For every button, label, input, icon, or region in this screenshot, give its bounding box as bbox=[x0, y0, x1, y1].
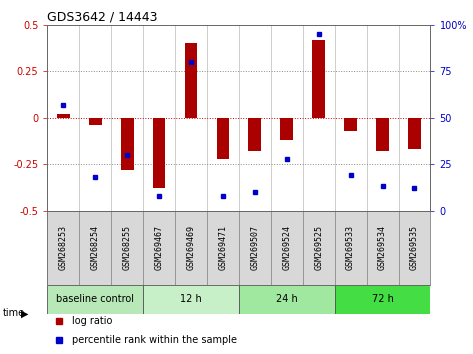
Bar bbox=[408, 118, 421, 149]
Bar bbox=[184, 43, 197, 118]
Bar bbox=[79, 211, 111, 285]
Bar bbox=[143, 285, 239, 314]
Text: log ratio: log ratio bbox=[72, 316, 113, 326]
Bar bbox=[89, 118, 102, 125]
Bar bbox=[334, 211, 367, 285]
Bar bbox=[217, 118, 229, 159]
Text: 72 h: 72 h bbox=[372, 295, 394, 304]
Text: GSM268253: GSM268253 bbox=[59, 225, 68, 270]
Text: 12 h: 12 h bbox=[180, 295, 202, 304]
Text: baseline control: baseline control bbox=[56, 295, 134, 304]
Bar bbox=[367, 211, 398, 285]
Bar bbox=[121, 118, 133, 170]
Text: GSM269471: GSM269471 bbox=[219, 225, 228, 270]
Bar bbox=[239, 211, 271, 285]
Bar bbox=[57, 114, 70, 118]
Text: percentile rank within the sample: percentile rank within the sample bbox=[72, 335, 237, 345]
Bar bbox=[111, 211, 143, 285]
Bar bbox=[47, 285, 143, 314]
Bar bbox=[334, 285, 430, 314]
Text: GSM269534: GSM269534 bbox=[378, 225, 387, 270]
Bar bbox=[376, 118, 389, 151]
Bar bbox=[398, 211, 430, 285]
Bar bbox=[248, 118, 261, 151]
Text: time: time bbox=[2, 308, 25, 318]
Text: ▶: ▶ bbox=[21, 308, 29, 318]
Bar bbox=[280, 118, 293, 140]
Text: GSM269467: GSM269467 bbox=[155, 225, 164, 270]
Bar bbox=[271, 211, 303, 285]
Text: GDS3642 / 14443: GDS3642 / 14443 bbox=[47, 11, 158, 24]
Text: 24 h: 24 h bbox=[276, 295, 298, 304]
Bar bbox=[143, 211, 175, 285]
Bar bbox=[344, 118, 357, 131]
Text: GSM268255: GSM268255 bbox=[123, 225, 131, 270]
Text: GSM269535: GSM269535 bbox=[410, 225, 419, 270]
Bar bbox=[207, 211, 239, 285]
Bar bbox=[175, 211, 207, 285]
Text: GSM269507: GSM269507 bbox=[250, 225, 259, 270]
Text: GSM268254: GSM268254 bbox=[91, 225, 100, 270]
Text: GSM269525: GSM269525 bbox=[314, 225, 323, 270]
Bar bbox=[153, 118, 166, 188]
Text: GSM269533: GSM269533 bbox=[346, 225, 355, 270]
Bar bbox=[47, 211, 79, 285]
Bar bbox=[312, 40, 325, 118]
Text: GSM269524: GSM269524 bbox=[282, 225, 291, 270]
Text: GSM269469: GSM269469 bbox=[186, 225, 195, 270]
Bar bbox=[239, 285, 334, 314]
Bar bbox=[303, 211, 334, 285]
